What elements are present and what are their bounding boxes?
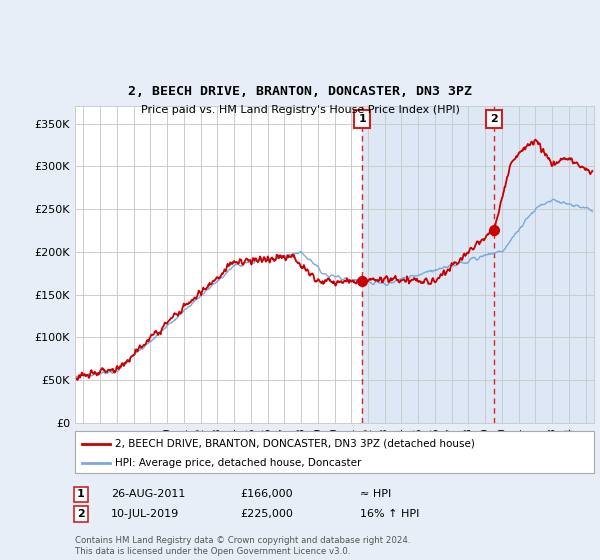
Bar bbox=[494, 106, 594, 423]
Text: 2, BEECH DRIVE, BRANTON, DONCASTER, DN3 3PZ: 2, BEECH DRIVE, BRANTON, DONCASTER, DN3 … bbox=[128, 85, 472, 98]
Text: Contains HM Land Registry data © Crown copyright and database right 2024.
This d: Contains HM Land Registry data © Crown c… bbox=[75, 536, 410, 556]
Text: 1: 1 bbox=[358, 114, 366, 124]
Text: 26-AUG-2011: 26-AUG-2011 bbox=[111, 489, 185, 500]
Bar bbox=[362, 106, 494, 423]
Text: £166,000: £166,000 bbox=[240, 489, 293, 500]
Text: 16% ↑ HPI: 16% ↑ HPI bbox=[360, 509, 419, 519]
Text: 1: 1 bbox=[77, 489, 85, 500]
Text: HPI: Average price, detached house, Doncaster: HPI: Average price, detached house, Donc… bbox=[115, 458, 361, 468]
Text: Price paid vs. HM Land Registry's House Price Index (HPI): Price paid vs. HM Land Registry's House … bbox=[140, 105, 460, 115]
Text: £225,000: £225,000 bbox=[240, 509, 293, 519]
Text: 2, BEECH DRIVE, BRANTON, DONCASTER, DN3 3PZ (detached house): 2, BEECH DRIVE, BRANTON, DONCASTER, DN3 … bbox=[115, 439, 475, 449]
Text: 2: 2 bbox=[77, 509, 85, 519]
Text: ≈ HPI: ≈ HPI bbox=[360, 489, 391, 500]
Text: 10-JUL-2019: 10-JUL-2019 bbox=[111, 509, 179, 519]
Text: 2: 2 bbox=[490, 114, 498, 124]
